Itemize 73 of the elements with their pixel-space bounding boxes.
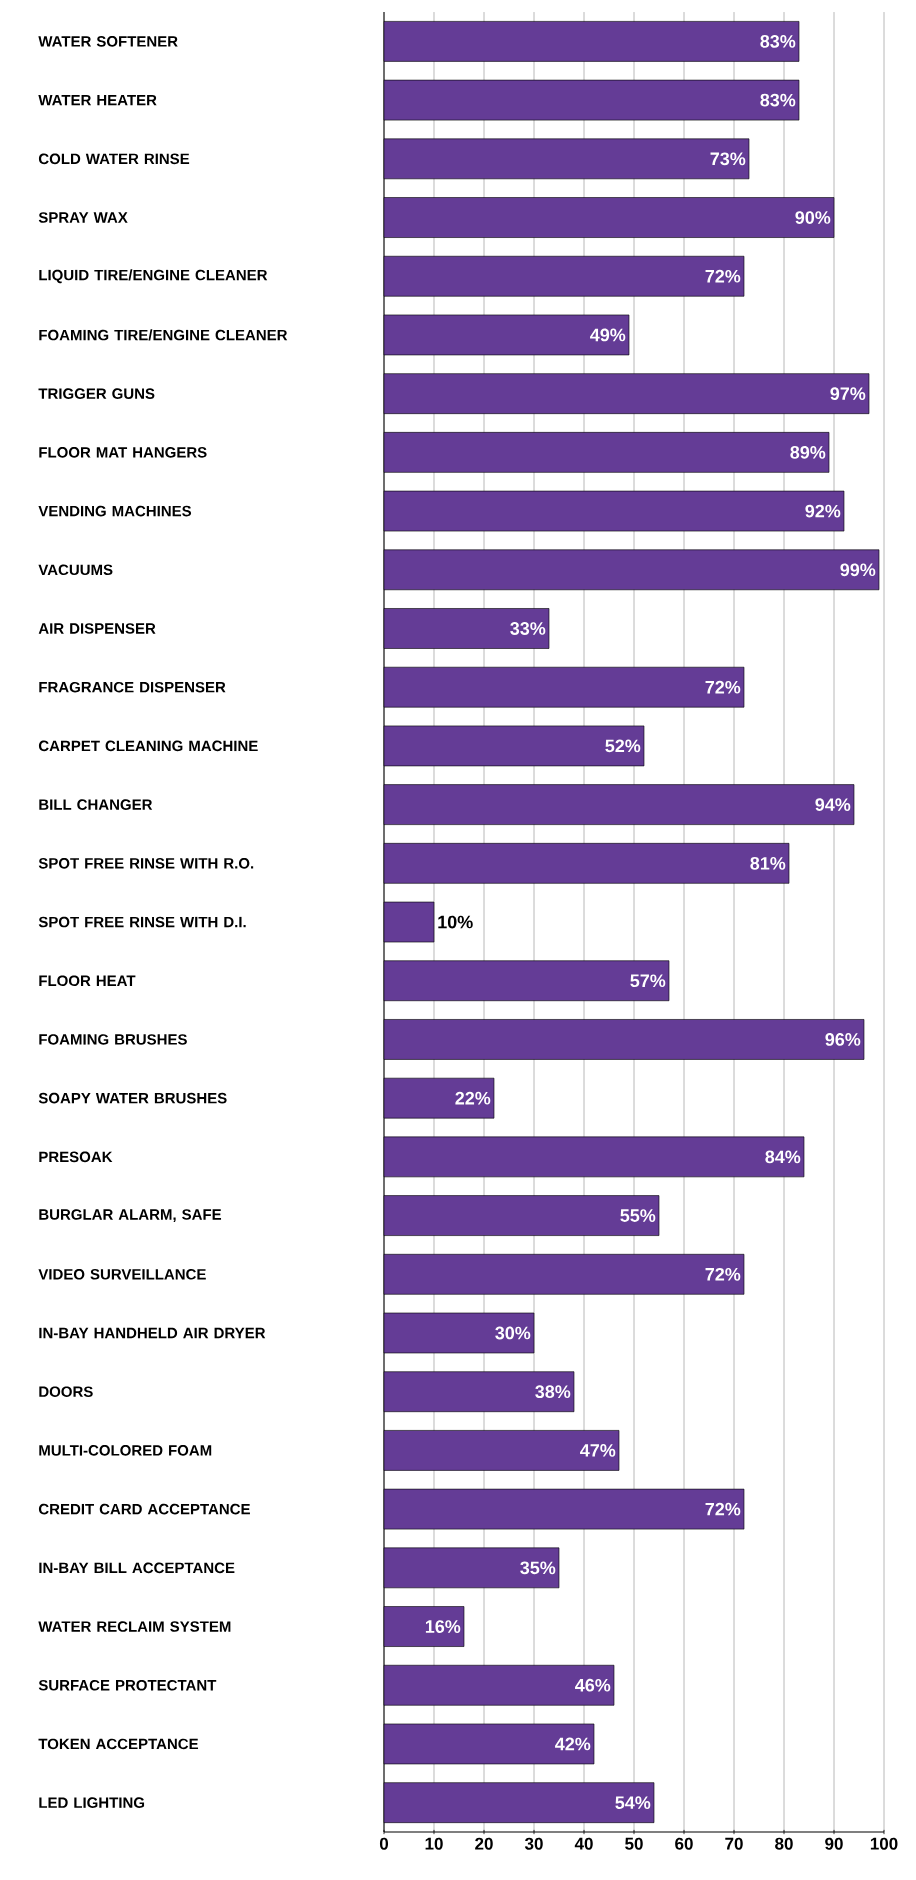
data-label: 16%: [425, 1620, 461, 1633]
y-tick-label: FOAMING BRUSHES: [39, 1034, 187, 1045]
data-label: 99%: [840, 563, 876, 577]
y-tick-label: FLOOR HEAT: [39, 975, 136, 987]
y-tick-label: CREDIT CARD ACCEPTANCE: [38, 1503, 250, 1515]
y-tick-label: IN-BAY BILL ACCEPTANCE: [39, 1562, 235, 1574]
y-tick-label: AIR DISPENSER: [38, 623, 156, 634]
data-label: 22%: [455, 1091, 491, 1105]
x-tick-label: 60: [675, 1837, 693, 1850]
y-tick-label: WATER SOFTENER: [38, 36, 178, 47]
data-label: 96%: [825, 1033, 861, 1046]
y-tick-label: VENDING MACHINES: [38, 505, 192, 517]
data-label: 30%: [495, 1326, 531, 1340]
y-tick-label: MULTI-COLORED FOAM: [39, 1445, 212, 1456]
y-tick-label: LED LIGHTING: [39, 1797, 145, 1808]
y-tick-label: SPOT FREE RINSE WITH R.O.: [38, 858, 254, 869]
data-label: 94%: [815, 798, 851, 811]
y-tick-label: BURGLAR ALARM, SAFE: [39, 1209, 222, 1222]
y-tick-label: TOKEN ACCEPTANCE: [38, 1738, 199, 1750]
data-label: 54%: [615, 1796, 651, 1810]
data-label: 55%: [620, 1209, 656, 1222]
data-label: 52%: [605, 739, 641, 753]
y-tick-label: FOAMING TIRE/ENGINE CLEANER: [39, 329, 288, 341]
data-label: 49%: [590, 328, 626, 342]
y-tick-label: VACUUMS: [38, 564, 113, 576]
y-tick-label: FRAGRANCE DISPENSER: [39, 681, 226, 693]
data-label: 72%: [705, 1502, 741, 1516]
x-tick-label: 10: [425, 1837, 443, 1850]
y-tick-label: SURFACE PROTECTANT: [38, 1679, 217, 1691]
data-label: 84%: [765, 1150, 801, 1164]
data-label: 90%: [795, 211, 831, 224]
data-label: 72%: [705, 1267, 741, 1281]
data-label: 72%: [705, 680, 741, 694]
y-tick-label: PRESOAK: [39, 1151, 113, 1163]
x-tick-label: 30: [524, 1837, 543, 1850]
x-tick-label: 40: [574, 1837, 593, 1850]
y-tick-label: FLOOR MAT HANGERS: [39, 447, 207, 458]
x-tick-label: 90: [825, 1837, 843, 1850]
y-tick-label: IN-BAY HANDHELD AIR DRYER: [39, 1327, 266, 1339]
x-tick-label: 20: [475, 1837, 493, 1850]
x-tick-label: 50: [625, 1837, 643, 1850]
data-label: 46%: [575, 1678, 611, 1692]
data-label: 57%: [630, 974, 666, 988]
data-label: 81%: [750, 856, 786, 870]
y-tick-label: TRIGGER GUNS: [38, 388, 155, 399]
y-tick-label: DOORS: [39, 1386, 93, 1398]
x-tick-label: 0: [379, 1837, 389, 1850]
data-label: 97%: [830, 387, 866, 401]
data-label: 38%: [535, 1385, 571, 1399]
data-label: 33%: [510, 622, 546, 635]
data-label: 89%: [790, 445, 826, 459]
x-tick-label: 100: [870, 1837, 898, 1850]
y-tick-label: COLD WATER RINSE: [38, 153, 190, 165]
data-label: 73%: [710, 152, 746, 166]
data-label: 35%: [520, 1561, 556, 1575]
y-tick-label: SPOT FREE RINSE WITH D.I.: [38, 916, 246, 928]
x-tick-label: 80: [775, 1837, 793, 1850]
y-tick-label: WATER RECLAIM SYSTEM: [38, 1621, 231, 1632]
data-label: 72%: [705, 269, 741, 283]
data-label: 83%: [760, 93, 796, 107]
data-label: 92%: [805, 504, 841, 518]
data-label: 83%: [760, 35, 796, 48]
y-tick-label: CARPET CLEANING MACHINE: [38, 740, 258, 752]
data-label: 42%: [555, 1737, 591, 1751]
y-tick-label: LIQUID TIRE/ENGINE CLEANER: [39, 269, 268, 284]
x-tick-label: 70: [725, 1837, 743, 1850]
y-tick-label: VIDEO SURVEILLANCE: [38, 1268, 206, 1280]
y-tick-label: SPRAY WAX: [38, 212, 128, 223]
data-label: 10%: [438, 915, 473, 929]
y-tick-label: SOAPY WATER BRUSHES: [38, 1092, 227, 1104]
data-label: 47%: [580, 1444, 616, 1457]
y-tick-label: BILL CHANGER: [39, 799, 153, 810]
y-tick-label: WATER HEATER: [38, 94, 157, 106]
